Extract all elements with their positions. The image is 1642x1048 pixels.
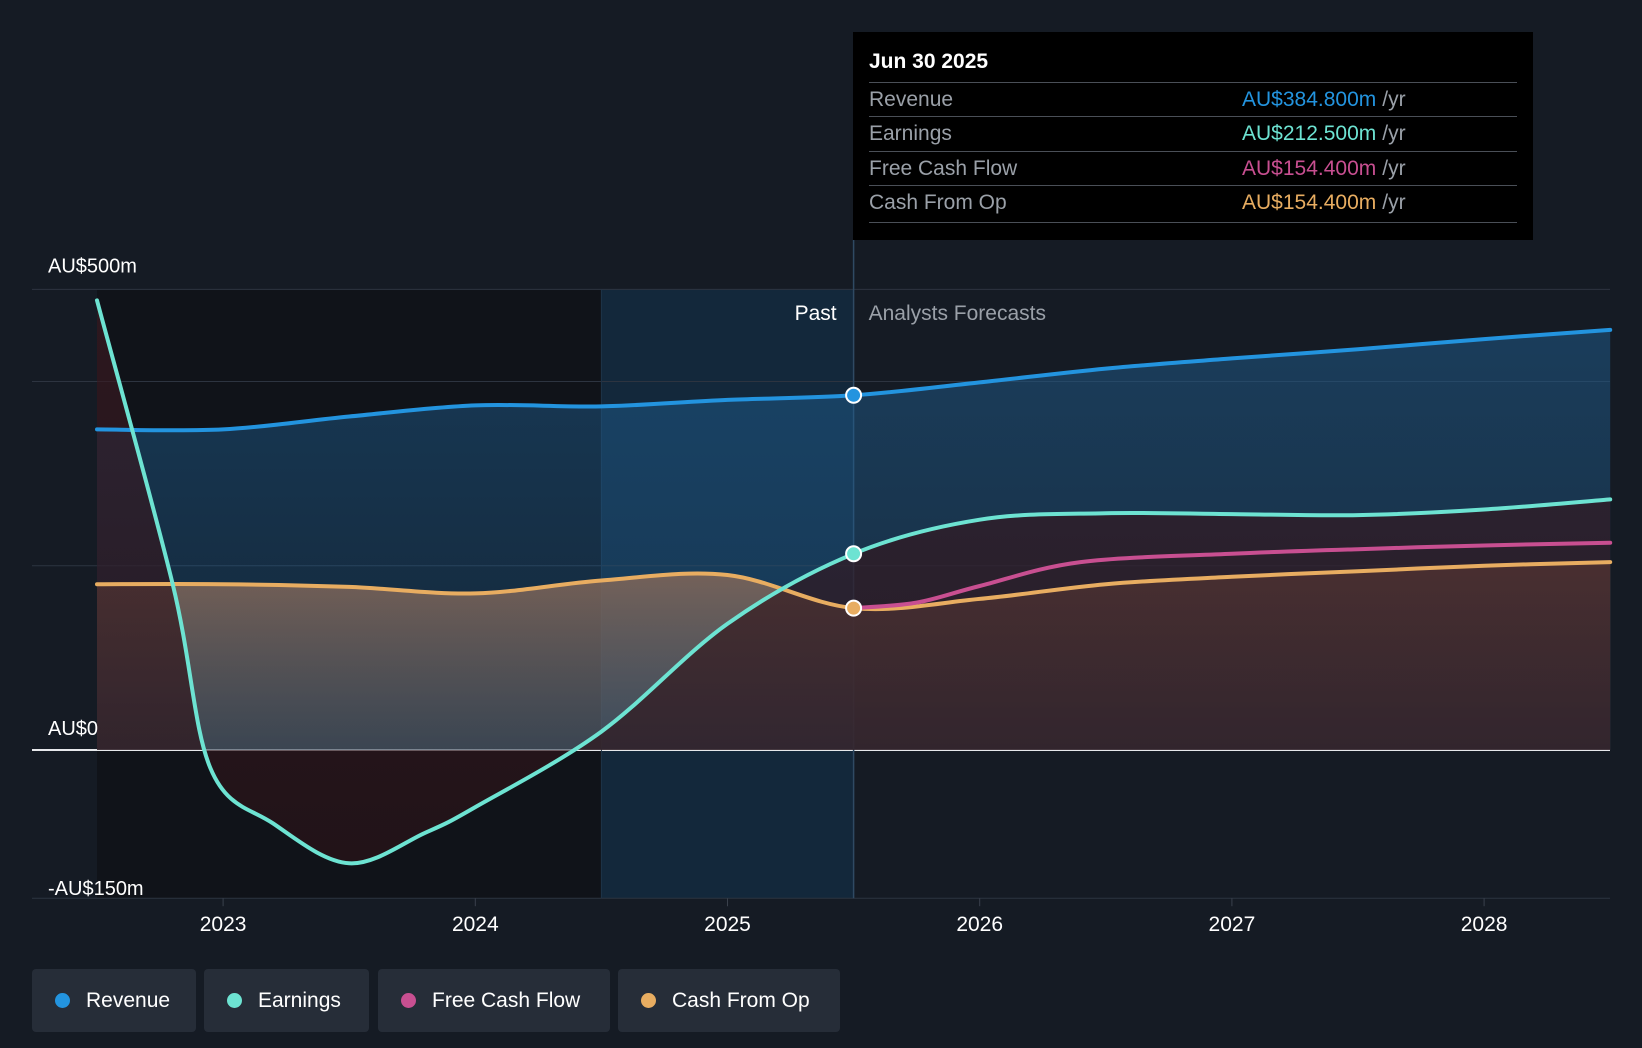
- tooltip-value: AU$212.500m/yr: [1242, 122, 1406, 145]
- chart: AU$500m AU$0 -AU$150m 2023 2024 2025 2026 2027 2…: [32, 240, 1613, 936]
- y-axis-label: AU$0: [48, 718, 98, 740]
- tooltip-date: Jun 30 2025: [869, 50, 989, 73]
- earnings-line: [95, 298, 1613, 866]
- tooltip-label: Free Cash Flow: [869, 157, 1018, 180]
- legend-dot-icon: [641, 993, 656, 1008]
- tooltip-label: Earnings: [869, 122, 952, 145]
- x-tick-label: 2023: [200, 913, 247, 936]
- tooltip-row-cash-from-op: Cash From Op AU$154.400m/yr: [869, 185, 1517, 220]
- legend-label: Free Cash Flow: [432, 988, 581, 1012]
- x-tick-label: 2025: [704, 913, 751, 936]
- forecast-label: Analysts Forecasts: [869, 302, 1046, 325]
- legend-dot-icon: [401, 993, 416, 1008]
- x-tick-label: 2028: [1461, 913, 1508, 936]
- y-axis-label: -AU$150m: [48, 878, 144, 900]
- tooltip-value: AU$154.400m/yr: [1242, 157, 1406, 180]
- earnings-area: [97, 300, 1611, 864]
- legend-dot-icon: [55, 993, 70, 1008]
- legend-dot-icon: [227, 993, 242, 1008]
- y-axis-label: AU$500m: [48, 255, 137, 277]
- tooltip-row-free-cash-flow: Free Cash Flow AU$154.400m/yr: [869, 151, 1517, 186]
- x-tick-label: 2026: [956, 913, 1003, 936]
- free-cash-flow-line: [851, 540, 1613, 611]
- legend-item-free-cash-flow[interactable]: Free Cash Flow: [378, 969, 610, 1032]
- tooltip-value: AU$154.400m/yr: [1242, 191, 1406, 214]
- tooltip-row-earnings: Earnings AU$212.500m/yr: [869, 116, 1517, 151]
- legend-label: Cash From Op: [672, 988, 810, 1012]
- x-tick-label: 2024: [452, 913, 499, 936]
- tooltip-value: AU$384.800m/yr: [1242, 88, 1406, 111]
- legend-label: Revenue: [86, 988, 171, 1012]
- past-label: Past: [795, 302, 837, 325]
- earnings-point: [845, 545, 863, 563]
- legend-item-earnings[interactable]: Earnings: [204, 969, 369, 1032]
- legend-label: Earnings: [258, 988, 341, 1012]
- tooltip-label: Revenue: [869, 88, 954, 111]
- legend-item-revenue[interactable]: Revenue: [32, 969, 196, 1032]
- cash-from-op-point: [845, 599, 863, 617]
- x-tick-label: 2027: [1209, 913, 1256, 936]
- tooltip-label: Cash From Op: [869, 191, 1007, 214]
- revenue-point: [845, 386, 863, 404]
- tooltip: Jun 30 2025 Revenue AU$384.800m/yr Earni…: [853, 32, 1533, 240]
- legend-item-cash-from-op[interactable]: Cash From Op: [618, 969, 840, 1032]
- tooltip-row-revenue: Revenue AU$384.800m/yr: [869, 82, 1517, 117]
